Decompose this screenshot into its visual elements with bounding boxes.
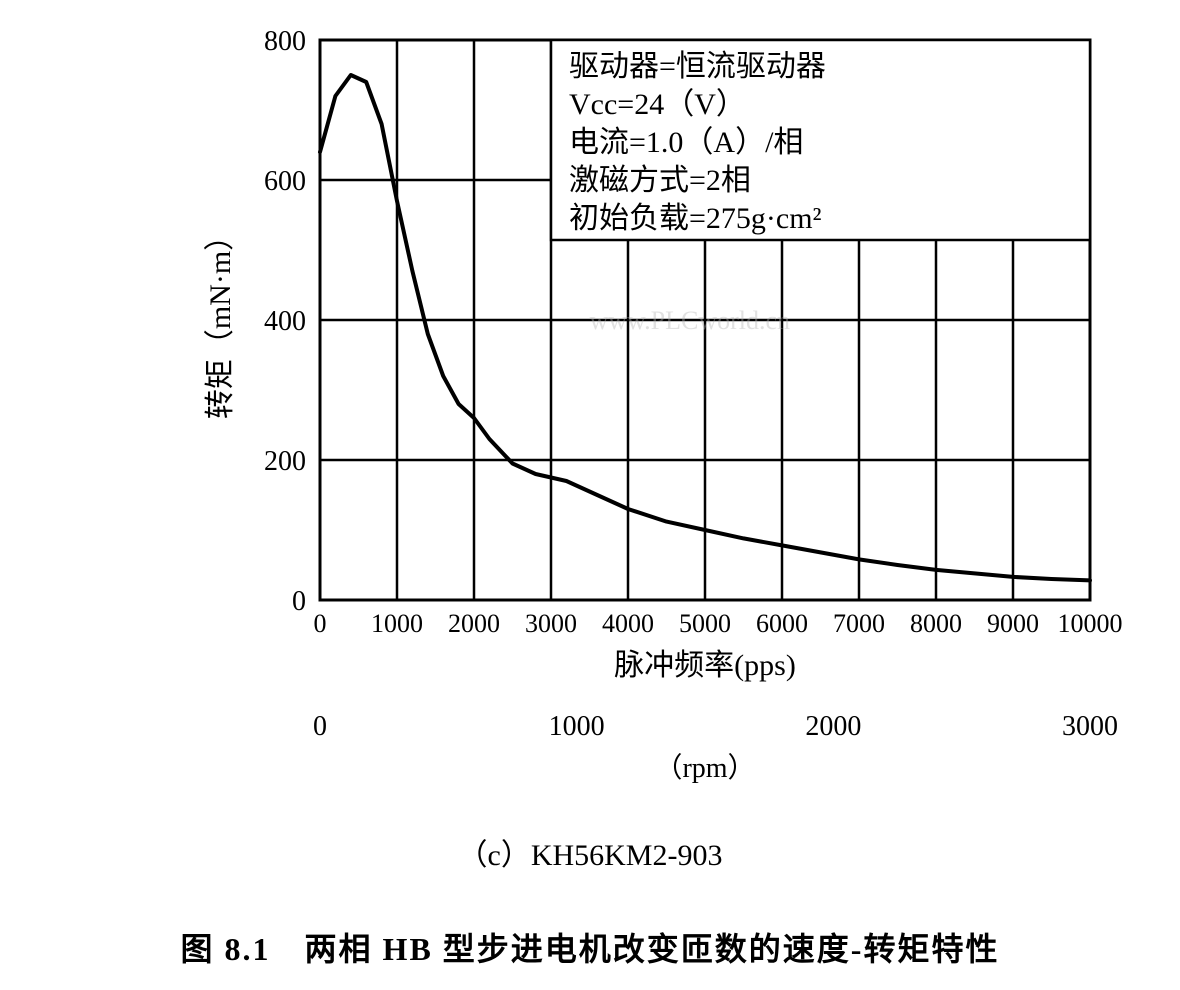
svg-text:3000: 3000 xyxy=(1062,711,1118,742)
svg-text:0: 0 xyxy=(292,586,306,617)
svg-text:1000: 1000 xyxy=(549,711,605,742)
svg-text:驱动器=恒流驱动器: 驱动器=恒流驱动器 xyxy=(569,50,826,83)
chart-container: 驱动器=恒流驱动器 Vcc=24（V） 电流=1.0（A）/相激磁方式=2相初始负载… xyxy=(90,20,1090,800)
svg-text:Vcc=24（V）: Vcc=24（V） xyxy=(569,88,746,121)
svg-text:8000: 8000 xyxy=(910,609,962,638)
svg-text:7000: 7000 xyxy=(833,609,885,638)
svg-text:激磁方式=2相: 激磁方式=2相 xyxy=(569,164,751,197)
svg-text:转矩（mN·m）: 转矩（mN·m） xyxy=(204,221,237,419)
svg-text:600: 600 xyxy=(264,166,306,197)
figure-caption: 图 8.1 两相 HB 型步进电机改变匝数的速度-转矩特性 xyxy=(20,924,1160,970)
svg-text:2000: 2000 xyxy=(448,609,500,638)
svg-text:0: 0 xyxy=(313,711,327,742)
svg-text:4000: 4000 xyxy=(602,609,654,638)
svg-text:400: 400 xyxy=(264,306,306,337)
svg-text:0: 0 xyxy=(314,609,327,638)
svg-text:9000: 9000 xyxy=(987,609,1039,638)
svg-text:2000: 2000 xyxy=(805,711,861,742)
svg-text:10000: 10000 xyxy=(1058,609,1123,638)
torque-speed-chart: 驱动器=恒流驱动器 Vcc=24（V） 电流=1.0（A）/相激磁方式=2相初始负载… xyxy=(90,20,1130,800)
svg-text:1000: 1000 xyxy=(371,609,423,638)
svg-text:800: 800 xyxy=(264,26,306,57)
svg-text:电流=1.0（A）/相: 电流=1.0（A）/相 xyxy=(569,126,803,159)
svg-text:5000: 5000 xyxy=(679,609,731,638)
svg-text:脉冲频率(pps): 脉冲频率(pps) xyxy=(614,649,796,682)
svg-text:200: 200 xyxy=(264,446,306,477)
svg-text:6000: 6000 xyxy=(756,609,808,638)
svg-text:（rpm）: （rpm） xyxy=(654,752,755,784)
sub-caption: （c）KH56KM2-903 xyxy=(20,830,1160,874)
svg-text:初始负载=275g·cm²: 初始负载=275g·cm² xyxy=(569,202,822,235)
svg-text:3000: 3000 xyxy=(525,609,577,638)
